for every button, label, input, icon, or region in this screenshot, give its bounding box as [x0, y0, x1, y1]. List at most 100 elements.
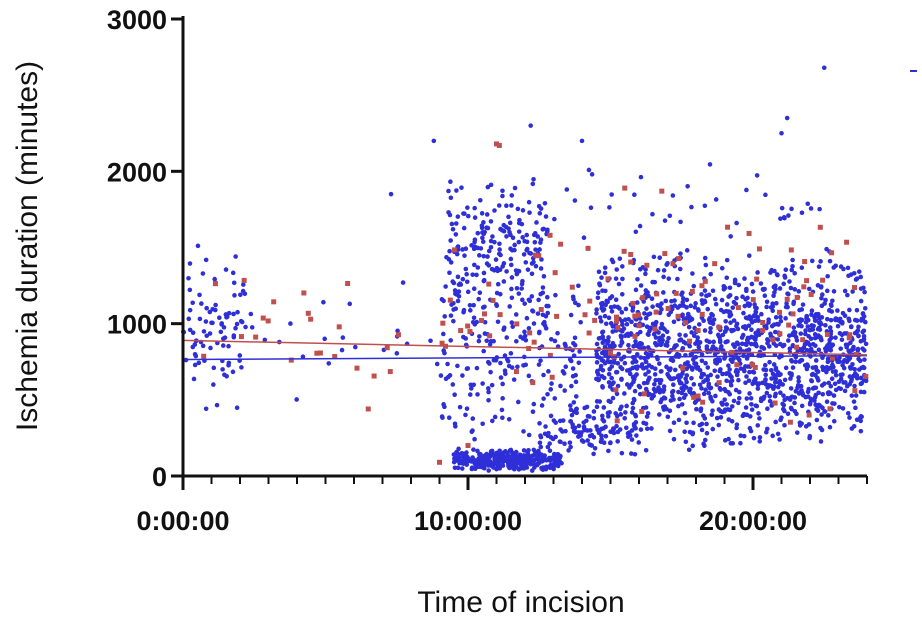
- data-point-blue: [678, 251, 683, 256]
- data-point-blue: [789, 206, 794, 212]
- data-point-blue: [604, 298, 609, 304]
- data-point-blue: [500, 381, 505, 387]
- data-point-blue: [481, 231, 487, 237]
- data-point-red: [490, 297, 496, 303]
- data-point-blue: [761, 396, 766, 402]
- data-point-blue: [321, 299, 326, 305]
- data-point-blue: [751, 370, 757, 375]
- data-point-red: [384, 345, 390, 351]
- data-point-blue: [696, 308, 701, 313]
- data-point-blue: [526, 325, 532, 331]
- data-point-blue: [726, 417, 732, 422]
- data-point-blue: [451, 307, 456, 312]
- data-point-red: [305, 310, 311, 316]
- data-point-blue: [699, 292, 704, 297]
- data-point-blue: [570, 373, 576, 379]
- data-point-red: [691, 394, 697, 400]
- data-point-blue: [456, 455, 462, 461]
- data-point-blue: [596, 430, 602, 436]
- data-point-blue: [619, 292, 625, 297]
- data-point-blue: [788, 405, 794, 411]
- data-point-blue: [475, 230, 481, 236]
- data-point-red: [800, 337, 806, 343]
- data-point-blue: [718, 387, 723, 392]
- data-point-blue: [603, 433, 609, 439]
- data-point-blue: [835, 323, 841, 329]
- data-point-blue: [322, 336, 327, 342]
- data-point-blue: [691, 382, 697, 387]
- data-point-blue: [627, 371, 633, 377]
- data-point-blue: [771, 384, 777, 389]
- data-point-blue: [472, 239, 477, 245]
- data-point-red: [592, 317, 598, 323]
- data-point-blue: [643, 288, 649, 293]
- data-point-blue: [819, 427, 825, 433]
- data-point-blue: [755, 423, 761, 428]
- data-point-blue: [775, 337, 781, 342]
- data-point-blue: [568, 419, 573, 424]
- data-point-blue: [861, 314, 867, 319]
- data-point-blue: [672, 367, 678, 373]
- data-point-blue: [480, 235, 485, 241]
- data-point-blue: [849, 377, 854, 382]
- data-point-blue: [643, 447, 649, 453]
- data-point-blue: [485, 225, 491, 231]
- data-point-blue: [693, 341, 698, 346]
- data-point-blue: [862, 305, 868, 311]
- data-point-blue: [455, 465, 461, 471]
- data-point-blue: [724, 378, 729, 384]
- data-point-blue: [671, 382, 676, 388]
- data-point-blue: [853, 393, 859, 398]
- data-point-blue: [769, 376, 774, 381]
- data-point-blue: [683, 439, 689, 445]
- data-point-blue: [553, 455, 558, 461]
- data-point-blue: [863, 341, 869, 347]
- data-point-blue: [796, 378, 802, 384]
- data-point-blue: [747, 414, 753, 419]
- data-point-blue: [248, 311, 254, 317]
- data-point-blue: [863, 319, 868, 325]
- data-point-blue: [784, 301, 789, 306]
- data-point-blue: [538, 237, 544, 243]
- data-point-blue: [619, 310, 625, 315]
- data-point-blue: [506, 226, 511, 231]
- data-point-blue: [525, 267, 531, 272]
- data-point-blue: [521, 363, 526, 368]
- data-point-blue: [567, 440, 573, 445]
- data-point-blue: [555, 461, 561, 466]
- data-point-blue: [619, 404, 624, 410]
- data-point-blue: [756, 331, 762, 336]
- data-point-blue: [665, 339, 670, 345]
- data-point-blue: [803, 424, 809, 429]
- data-point-blue: [223, 312, 229, 317]
- data-point-blue: [643, 350, 649, 356]
- data-point-blue: [724, 302, 730, 307]
- data-point-blue: [683, 361, 689, 367]
- data-point-red: [387, 369, 393, 375]
- data-point-blue: [741, 411, 747, 417]
- data-point-blue: [551, 418, 557, 423]
- data-point-blue: [617, 256, 623, 261]
- data-point-blue: [455, 298, 461, 304]
- data-point-blue: [524, 239, 530, 245]
- data-point-blue: [524, 246, 530, 252]
- data-point-blue: [442, 350, 447, 356]
- data-point-blue: [600, 384, 605, 389]
- data-point-blue: [576, 302, 581, 308]
- data-point-red: [345, 281, 351, 287]
- data-point-red: [820, 277, 826, 283]
- data-point-blue: [685, 183, 690, 189]
- data-point-blue: [535, 311, 541, 316]
- data-point-blue: [517, 217, 522, 223]
- data-point-blue: [637, 391, 643, 397]
- data-point-blue: [558, 453, 563, 459]
- data-point-blue: [731, 398, 737, 404]
- data-point-blue: [738, 433, 743, 438]
- data-point-red: [640, 295, 646, 301]
- data-point-blue: [854, 329, 860, 335]
- data-point-blue: [705, 365, 711, 370]
- data-point-blue: [514, 286, 520, 291]
- data-point-red: [288, 357, 294, 363]
- data-point-red: [654, 291, 660, 297]
- data-point-blue: [699, 358, 705, 364]
